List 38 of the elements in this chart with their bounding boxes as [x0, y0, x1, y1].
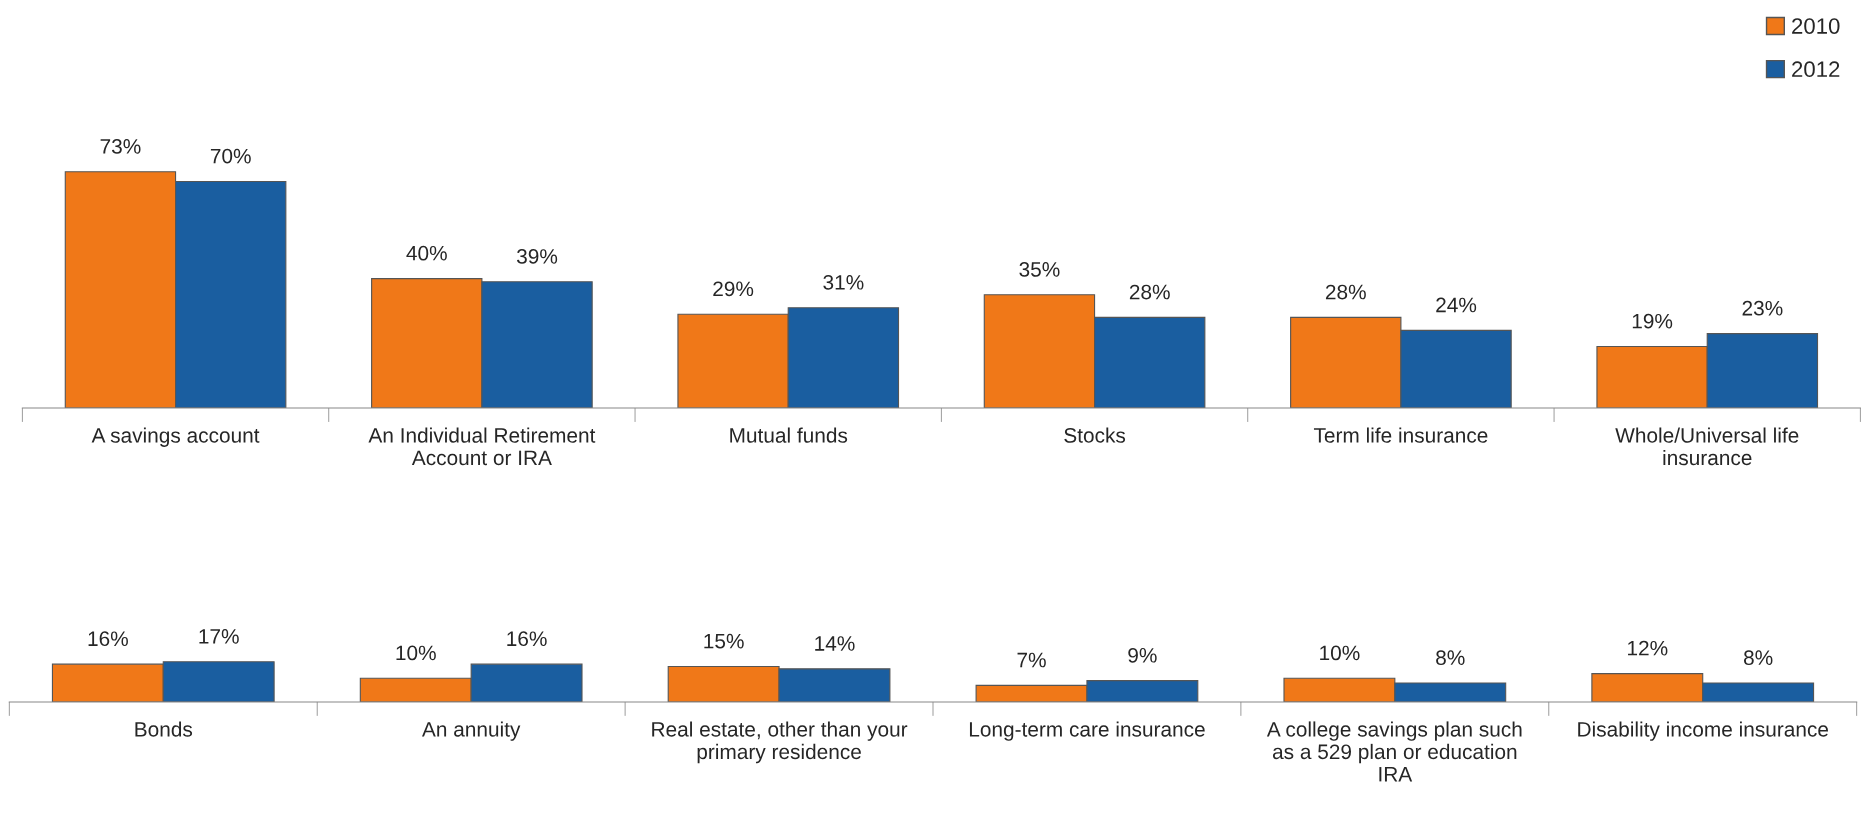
data-label: 15% — [704, 633, 744, 649]
data-label: 16% — [507, 631, 547, 647]
x-tick-label: Stocks — [1064, 427, 1126, 443]
x-tick-label: A savings account — [91, 427, 260, 447]
x-tick-label: Mutual funds — [730, 427, 848, 443]
legend-label: 2010 — [1792, 18, 1840, 34]
data-label: 70% — [210, 148, 251, 164]
data-label: 28% — [1129, 284, 1170, 300]
x-tick-label: An annuity — [421, 721, 521, 741]
x-tick-label: Term life insurance — [1313, 427, 1488, 443]
x-tick-label: Disability income insurance — [1578, 721, 1829, 741]
data-label: 10% — [1320, 645, 1360, 661]
data-label: 23% — [1742, 300, 1783, 316]
data-label: 16% — [88, 631, 128, 647]
x-tick-label: Real estate, other than your primary residence — [652, 721, 908, 764]
x-tick-label: An Individual Retirement Account or IRA — [368, 427, 596, 466]
x-tick-label: Whole/Universal life insurance — [1615, 427, 1799, 466]
data-label: 29% — [713, 281, 754, 297]
data-label: 8% — [1743, 650, 1773, 666]
data-label: 40% — [406, 245, 447, 261]
legend-label: 2012 — [1792, 61, 1840, 78]
data-label: 7% — [1017, 652, 1046, 668]
x-tick-label: A college savings plan such as a 529 plan or education IRA — [1266, 721, 1522, 782]
data-label: 19% — [1632, 313, 1673, 329]
x-tick-label: Bonds — [135, 721, 193, 737]
data-label: 8% — [1436, 650, 1465, 666]
data-label: 12% — [1628, 640, 1668, 656]
data-label: 35% — [1019, 262, 1060, 277]
data-label: 24% — [1436, 297, 1477, 313]
data-label: 10% — [396, 645, 436, 661]
data-label: 14% — [815, 636, 855, 651]
data-label: 31% — [823, 274, 864, 290]
data-label: 73% — [100, 139, 141, 154]
data-label: 17% — [199, 629, 239, 644]
data-label: 28% — [1325, 284, 1366, 300]
x-tick-label: Long-term care insurance — [969, 721, 1205, 741]
data-label: 39% — [516, 249, 558, 264]
data-label: 9% — [1128, 647, 1157, 663]
